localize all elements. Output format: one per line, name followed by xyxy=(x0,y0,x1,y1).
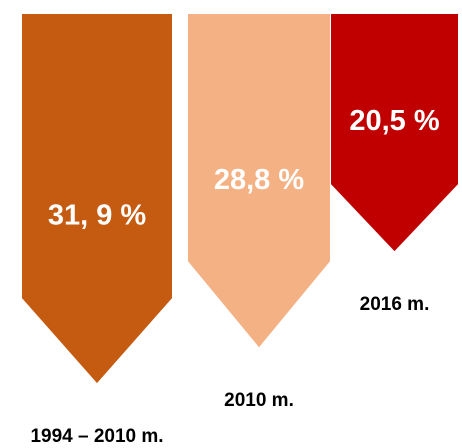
category-label: 2010 m. xyxy=(224,390,294,411)
arrow-bar xyxy=(188,14,330,348)
arrow-bar xyxy=(331,14,458,252)
category-label: 1994 – 2010 m. xyxy=(30,426,163,447)
value-label: 28,8 % xyxy=(214,164,304,196)
value-label: 31, 9 % xyxy=(48,200,147,232)
value-label: 20,5 % xyxy=(349,105,439,137)
category-label: 2016 m. xyxy=(360,294,430,315)
arrow-bar xyxy=(22,14,172,384)
